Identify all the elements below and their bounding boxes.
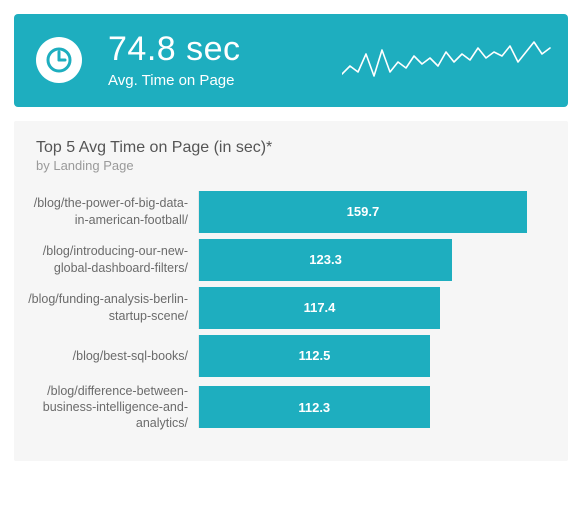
bar: 112.3: [199, 386, 430, 428]
bar-track: 123.3: [198, 239, 548, 281]
bar: 112.5: [199, 335, 430, 377]
row-label: /blog/introducing-our-new-global-dashboa…: [26, 243, 198, 276]
sparkline-chart: [342, 14, 552, 107]
metric-text: 74.8 sec Avg. Time on Page: [108, 32, 241, 89]
metric-value: 74.8 sec: [108, 32, 241, 68]
table-row: /blog/introducing-our-new-global-dashboa…: [26, 239, 548, 281]
row-label: /blog/best-sql-books/: [26, 348, 198, 364]
bar-track: 159.7: [198, 191, 548, 233]
table-row: /blog/funding-analysis-berlin-startup-sc…: [26, 287, 548, 329]
metric-header: 74.8 sec Avg. Time on Page: [14, 14, 568, 107]
row-label: /blog/funding-analysis-berlin-startup-sc…: [26, 291, 198, 324]
bar-chart: /blog/the-power-of-big-data-in-american-…: [26, 191, 548, 432]
table-row: /blog/best-sql-books/112.5: [26, 335, 548, 377]
chart-title: Top 5 Avg Time on Page (in sec)*: [36, 139, 548, 157]
bar-track: 112.3: [198, 386, 548, 428]
row-label: /blog/the-power-of-big-data-in-american-…: [26, 195, 198, 228]
chart-subtitle: by Landing Page: [36, 158, 548, 173]
bar-value: 123.3: [309, 252, 342, 267]
bar-track: 117.4: [198, 287, 548, 329]
bar-value: 112.5: [299, 348, 331, 363]
bar-value: 117.4: [304, 300, 336, 315]
bar: 123.3: [199, 239, 452, 281]
bar: 117.4: [199, 287, 440, 329]
metric-label: Avg. Time on Page: [108, 72, 241, 89]
chart-panel: Top 5 Avg Time on Page (in sec)* by Land…: [14, 121, 568, 462]
row-label: /blog/difference-between-business-intell…: [26, 383, 198, 432]
bar: 159.7: [199, 191, 527, 233]
table-row: /blog/difference-between-business-intell…: [26, 383, 548, 432]
bar-value: 112.3: [298, 400, 330, 415]
clock-icon: [36, 37, 82, 83]
bar-value: 159.7: [347, 204, 380, 219]
bar-track: 112.5: [198, 335, 548, 377]
table-row: /blog/the-power-of-big-data-in-american-…: [26, 191, 548, 233]
